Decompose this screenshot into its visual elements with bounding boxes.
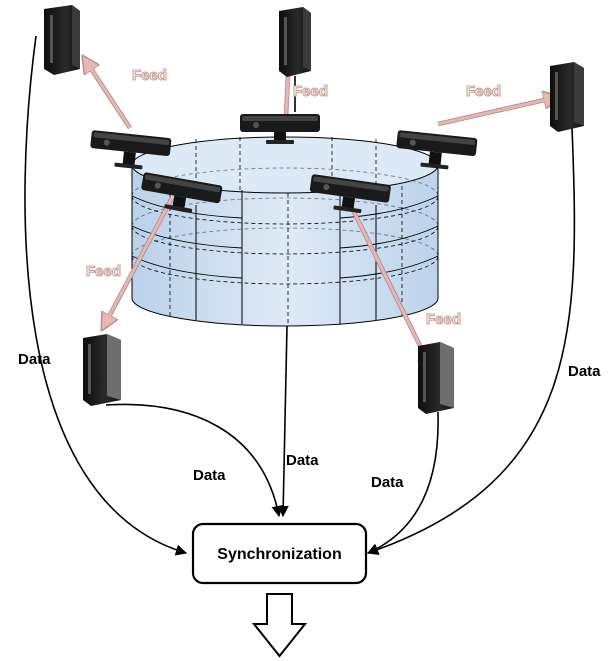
data-line-cylinder — [277, 325, 289, 518]
synchronization-label: Synchronization — [217, 546, 341, 563]
data-line-top-left-pc — [24, 35, 188, 556]
feed-label: Feed — [132, 67, 167, 84]
pc-4 — [83, 334, 121, 406]
pc-1 — [44, 5, 80, 75]
sensor-5 — [309, 174, 391, 214]
data-line-right-pc — [366, 411, 439, 555]
feed-label: Feed — [466, 83, 501, 100]
pc-2 — [279, 7, 311, 77]
sensor-3 — [396, 130, 478, 170]
sensor-2 — [240, 114, 320, 144]
sensor-4 — [141, 172, 223, 213]
output-arrow — [251, 593, 308, 658]
data-label: Data — [286, 452, 319, 469]
data-line-top-right-pc — [366, 127, 576, 556]
data-line-left-pc — [105, 403, 283, 518]
data-label: Data — [568, 363, 601, 380]
data-label: Data — [193, 467, 226, 484]
pc-5 — [418, 342, 454, 414]
data-label: Data — [18, 351, 51, 368]
feed-label: Feed — [426, 311, 461, 328]
data-connectors — [24, 35, 576, 556]
feed-label: Feed — [86, 263, 121, 280]
data-label: Data — [371, 474, 404, 491]
capture-volume-cylinder — [131, 136, 439, 327]
feed-arrows-fill — [84, 59, 555, 367]
synchronization-box: Synchronization — [191, 522, 368, 585]
feed-label: Feed — [293, 83, 328, 100]
sensor-1 — [90, 130, 172, 170]
pc-3 — [550, 62, 584, 132]
